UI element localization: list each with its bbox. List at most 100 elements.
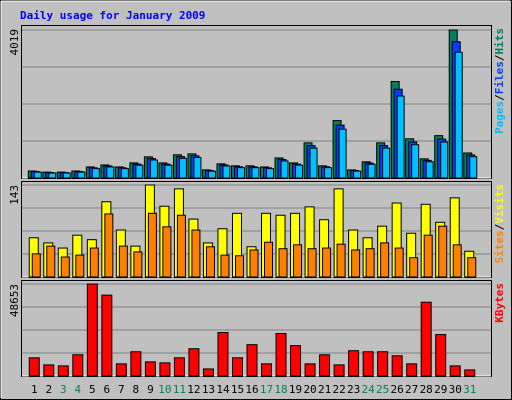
bar xyxy=(178,157,187,179)
bar xyxy=(409,257,419,278)
bar xyxy=(362,351,374,377)
x-tick-label: 15 xyxy=(231,383,244,396)
bar xyxy=(234,255,244,278)
bar xyxy=(435,334,447,377)
bar xyxy=(295,164,304,179)
x-tick-label: 21 xyxy=(318,383,331,396)
x-tick-label: 11 xyxy=(173,383,186,396)
bar xyxy=(48,172,57,179)
bar xyxy=(351,249,361,278)
bar xyxy=(86,283,98,377)
bar xyxy=(464,369,476,377)
bar xyxy=(338,128,347,179)
bar xyxy=(324,167,333,179)
bar xyxy=(251,167,260,179)
bar xyxy=(162,226,172,278)
y-tick-label: 143 xyxy=(8,185,21,205)
bar xyxy=(420,301,432,377)
x-tick-label: 20 xyxy=(303,383,316,396)
bar xyxy=(454,51,463,179)
legend: Sites/Visits xyxy=(493,184,506,264)
bar xyxy=(31,253,41,278)
bar xyxy=(207,170,216,179)
x-tick-label: 12 xyxy=(187,383,200,396)
bar xyxy=(336,243,346,278)
chart-title: Daily usage for January 2009 xyxy=(20,9,205,22)
bar xyxy=(319,354,331,377)
bar xyxy=(396,95,405,179)
y-tick-label: 48653 xyxy=(8,284,21,317)
bar xyxy=(438,225,448,278)
bar xyxy=(75,254,85,278)
bar xyxy=(135,164,144,179)
bar xyxy=(144,361,156,377)
x-tick-label: 18 xyxy=(274,383,287,396)
bar xyxy=(220,254,230,278)
bar xyxy=(77,171,86,179)
legend-entry: Sites xyxy=(493,230,506,263)
bar xyxy=(222,165,231,179)
x-tick-label: 28 xyxy=(420,383,433,396)
legend-entry: Pages xyxy=(493,101,506,134)
bar xyxy=(377,351,389,377)
x-tick-label: 1 xyxy=(31,383,38,396)
bar xyxy=(333,364,345,377)
bar xyxy=(266,168,275,179)
bar xyxy=(449,365,461,377)
bar xyxy=(60,256,70,278)
legend-entry: Hits xyxy=(493,28,506,55)
x-tick-label: 24 xyxy=(362,383,376,396)
bar xyxy=(62,172,71,179)
bar xyxy=(278,248,288,278)
x-tick-label: 16 xyxy=(245,383,258,396)
bar xyxy=(348,350,360,377)
bar xyxy=(118,245,128,278)
x-tick-label: 3 xyxy=(60,383,67,396)
bar xyxy=(191,229,201,278)
bar xyxy=(382,147,391,179)
legend-entry: KBytes xyxy=(493,283,506,323)
bar xyxy=(293,244,303,278)
x-tick-label: 10 xyxy=(158,383,171,396)
x-tick-label: 23 xyxy=(347,383,360,396)
bar xyxy=(307,248,317,278)
bar xyxy=(280,160,289,179)
bar xyxy=(467,257,477,278)
bar xyxy=(133,251,143,278)
x-tick-label: 30 xyxy=(449,383,462,396)
bar xyxy=(309,147,318,179)
bar xyxy=(236,167,245,179)
bar xyxy=(411,144,420,179)
bar xyxy=(365,248,375,278)
panel xyxy=(21,25,492,179)
bar xyxy=(205,246,215,278)
bar xyxy=(217,332,229,377)
legend-entry: Visits xyxy=(493,184,506,224)
bar xyxy=(452,244,462,278)
x-tick-label: 14 xyxy=(216,383,230,396)
bar xyxy=(164,164,173,179)
bar xyxy=(231,357,243,377)
bar xyxy=(249,249,259,278)
x-tick-label: 26 xyxy=(391,383,404,396)
legend-separator: / xyxy=(493,223,506,230)
bar xyxy=(28,357,40,377)
legend: KBytes xyxy=(493,283,506,323)
legend-entry: Files xyxy=(493,61,506,94)
bar xyxy=(367,163,376,179)
bar xyxy=(290,345,302,377)
bar xyxy=(149,159,158,179)
bar xyxy=(173,357,185,377)
bar xyxy=(106,166,115,179)
y-tick-label: 4019 xyxy=(8,29,21,56)
bar xyxy=(147,212,157,278)
x-tick-label: 17 xyxy=(260,383,273,396)
x-tick-label: 9 xyxy=(147,383,154,396)
x-tick-label: 29 xyxy=(434,383,447,396)
bar xyxy=(91,168,100,179)
bar xyxy=(469,156,478,179)
bar xyxy=(246,344,258,377)
bar xyxy=(101,294,113,377)
bar xyxy=(176,214,186,278)
bar xyxy=(394,247,404,278)
